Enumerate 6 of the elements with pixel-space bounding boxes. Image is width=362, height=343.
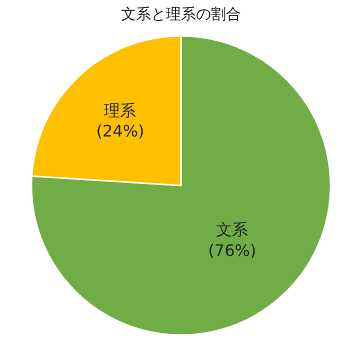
slice-label: 理系 — [104, 100, 136, 120]
chart-title: 文系と理系の割合 — [121, 5, 241, 24]
slice-label: 文系 — [216, 220, 248, 240]
pie-slice — [31, 35, 332, 336]
data-label: (24%) — [96, 122, 144, 141]
data-label: (76%) — [208, 240, 256, 260]
